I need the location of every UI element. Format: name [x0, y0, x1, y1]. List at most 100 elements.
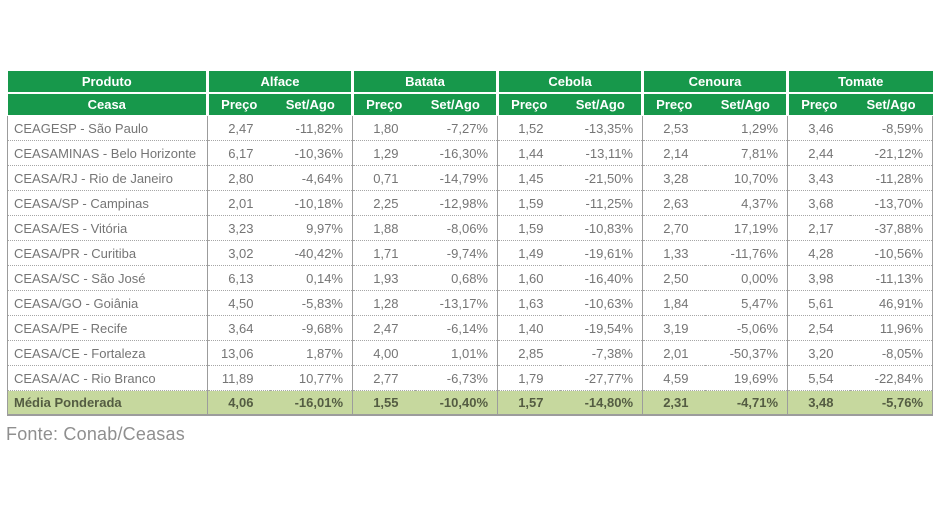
- preco-value-cell: 1,59: [497, 215, 560, 241]
- preco-value-cell: 2,47: [352, 315, 415, 341]
- preco-value-cell: 1,63: [497, 290, 560, 316]
- ceasa-name-cell: CEASA/RJ - Rio de Janeiro: [7, 165, 208, 191]
- preco-value-cell: 2,77: [352, 365, 415, 391]
- table-body: CEAGESP - São Paulo 2,47 -11,82% 1,80 -7,27%…: [7, 115, 934, 391]
- table-row: CEAGESP - São Paulo 2,47 -11,82% 1,80 -7,27%…: [7, 115, 934, 141]
- preco-value-cell: 4,50: [207, 290, 270, 316]
- setago-value-cell: -7,38%: [559, 340, 643, 366]
- header-preco: Preço: [351, 93, 415, 116]
- header-product-cenoura: Cenoura: [640, 71, 788, 94]
- preco-value-cell: 3,28: [642, 165, 705, 191]
- media-preco-cell: 1,55: [352, 390, 415, 416]
- preco-value-cell: 2,53: [642, 115, 705, 141]
- setago-value-cell: -5,83%: [269, 290, 353, 316]
- table-row: CEASAMINAS - Belo Horizonte 6,17 -10,36% 1,…: [7, 140, 934, 166]
- ceasa-name-cell: CEASAMINAS - Belo Horizonte: [7, 140, 208, 166]
- setago-value-cell: 19,69%: [704, 365, 788, 391]
- preco-value-cell: 2,25: [352, 190, 415, 216]
- preco-value-cell: 1,59: [497, 190, 560, 216]
- preco-value-cell: 2,17: [787, 215, 850, 241]
- preco-value-cell: 0,71: [352, 165, 415, 191]
- table-row: CEASA/PR - Curitiba 3,02 -40,42% 1,71 -9,74%…: [7, 240, 934, 266]
- setago-value-cell: 11,96%: [849, 315, 934, 341]
- setago-value-cell: -13,70%: [849, 190, 934, 216]
- preco-value-cell: 1,29: [352, 140, 415, 166]
- header-set-ago: Set/Ago: [849, 93, 933, 116]
- setago-value-cell: -11,76%: [704, 240, 788, 266]
- media-preco-cell: 4,06: [207, 390, 270, 416]
- subheader-row: Ceasa Preço Set/Ago Preço Set/Ago Preço …: [7, 93, 933, 116]
- setago-value-cell: -10,56%: [849, 240, 934, 266]
- source-note: Fonte: Conab/Ceasas: [6, 424, 185, 444]
- setago-value-cell: -11,28%: [849, 165, 934, 191]
- setago-value-cell: -37,88%: [849, 215, 934, 241]
- setago-value-cell: -22,84%: [849, 365, 934, 391]
- preco-value-cell: 3,68: [787, 190, 850, 216]
- ceasa-name-cell: CEASA/AC - Rio Branco: [7, 365, 208, 391]
- preco-value-cell: 2,50: [642, 265, 705, 291]
- setago-value-cell: -9,68%: [269, 315, 353, 341]
- setago-value-cell: -10,83%: [559, 215, 643, 241]
- preco-value-cell: 5,54: [787, 365, 850, 391]
- preco-value-cell: 3,02: [207, 240, 270, 266]
- setago-value-cell: -40,42%: [269, 240, 353, 266]
- media-setago-cell: -4,71%: [704, 390, 788, 416]
- preco-value-cell: 1,49: [497, 240, 560, 266]
- ceasa-name-cell: CEASA/PR - Curitiba: [7, 240, 208, 266]
- preco-value-cell: 2,44: [787, 140, 850, 166]
- setago-value-cell: 0,14%: [269, 265, 353, 291]
- media-setago-cell: -10,40%: [414, 390, 498, 416]
- setago-value-cell: 1,87%: [269, 340, 353, 366]
- setago-value-cell: 17,19%: [704, 215, 788, 241]
- setago-value-cell: -4,64%: [269, 165, 353, 191]
- setago-value-cell: -14,79%: [414, 165, 498, 191]
- preco-value-cell: 6,17: [207, 140, 270, 166]
- setago-value-cell: -21,50%: [559, 165, 643, 191]
- header-set-ago: Set/Ago: [704, 93, 788, 116]
- media-preco-cell: 1,57: [497, 390, 560, 416]
- setago-value-cell: -13,11%: [559, 140, 643, 166]
- setago-value-cell: -11,82%: [269, 115, 353, 141]
- setago-value-cell: -19,61%: [559, 240, 643, 266]
- setago-value-cell: -7,27%: [414, 115, 498, 141]
- preco-value-cell: 3,64: [207, 315, 270, 341]
- table-row: CEASA/ES - Vitória 3,23 9,97% 1,88 -8,06% 1,5…: [7, 215, 934, 241]
- header-set-ago: Set/Ago: [414, 93, 498, 116]
- preco-value-cell: 2,70: [642, 215, 705, 241]
- setago-value-cell: -6,73%: [414, 365, 498, 391]
- preco-value-cell: 1,79: [497, 365, 560, 391]
- preco-value-cell: 1,60: [497, 265, 560, 291]
- preco-value-cell: 4,28: [787, 240, 850, 266]
- header-ceasa: Ceasa: [7, 93, 208, 116]
- header-set-ago: Set/Ago: [559, 93, 643, 116]
- setago-value-cell: -10,63%: [559, 290, 643, 316]
- setago-value-cell: -50,37%: [704, 340, 788, 366]
- table-row: CEASA/CE - Fortaleza 13,06 1,87% 4,00 1,01% 2…: [7, 340, 934, 366]
- preco-value-cell: 13,06: [207, 340, 270, 366]
- preco-value-cell: 1,84: [642, 290, 705, 316]
- setago-value-cell: -19,54%: [559, 315, 643, 341]
- media-preco-cell: 2,31: [642, 390, 705, 416]
- preco-value-cell: 1,80: [352, 115, 415, 141]
- preco-value-cell: 2,14: [642, 140, 705, 166]
- setago-value-cell: 1,01%: [414, 340, 498, 366]
- ceasa-name-cell: CEASA/SP - Campinas: [7, 190, 208, 216]
- preco-value-cell: 2,54: [787, 315, 850, 341]
- preco-value-cell: 3,43: [787, 165, 850, 191]
- header-product-batata: Batata: [351, 71, 498, 94]
- ceasa-name-cell: CEASA/GO - Goiânia: [7, 290, 208, 316]
- preco-value-cell: 6,13: [207, 265, 270, 291]
- preco-value-cell: 1,44: [497, 140, 560, 166]
- table-row: CEASA/SC - São José 6,13 0,14% 1,93 0,68% 1,6…: [7, 265, 934, 291]
- table-footer: Média Ponderada 4,06 -16,01% 1,55 -10,40% 1,5…: [7, 390, 934, 416]
- ceasa-name-cell: CEASA/PE - Recife: [7, 315, 208, 341]
- setago-value-cell: 0,00%: [704, 265, 788, 291]
- preco-value-cell: 2,01: [207, 190, 270, 216]
- preco-value-cell: 1,88: [352, 215, 415, 241]
- setago-value-cell: 7,81%: [704, 140, 788, 166]
- preco-value-cell: 2,80: [207, 165, 270, 191]
- ceasa-name-cell: CEASA/CE - Fortaleza: [7, 340, 208, 366]
- ceasa-price-table: Produto Alface Batata Cebola Cenoura Tom…: [7, 71, 934, 416]
- setago-value-cell: -10,18%: [269, 190, 353, 216]
- ceasa-name-cell: CEASA/ES - Vitória: [7, 215, 208, 241]
